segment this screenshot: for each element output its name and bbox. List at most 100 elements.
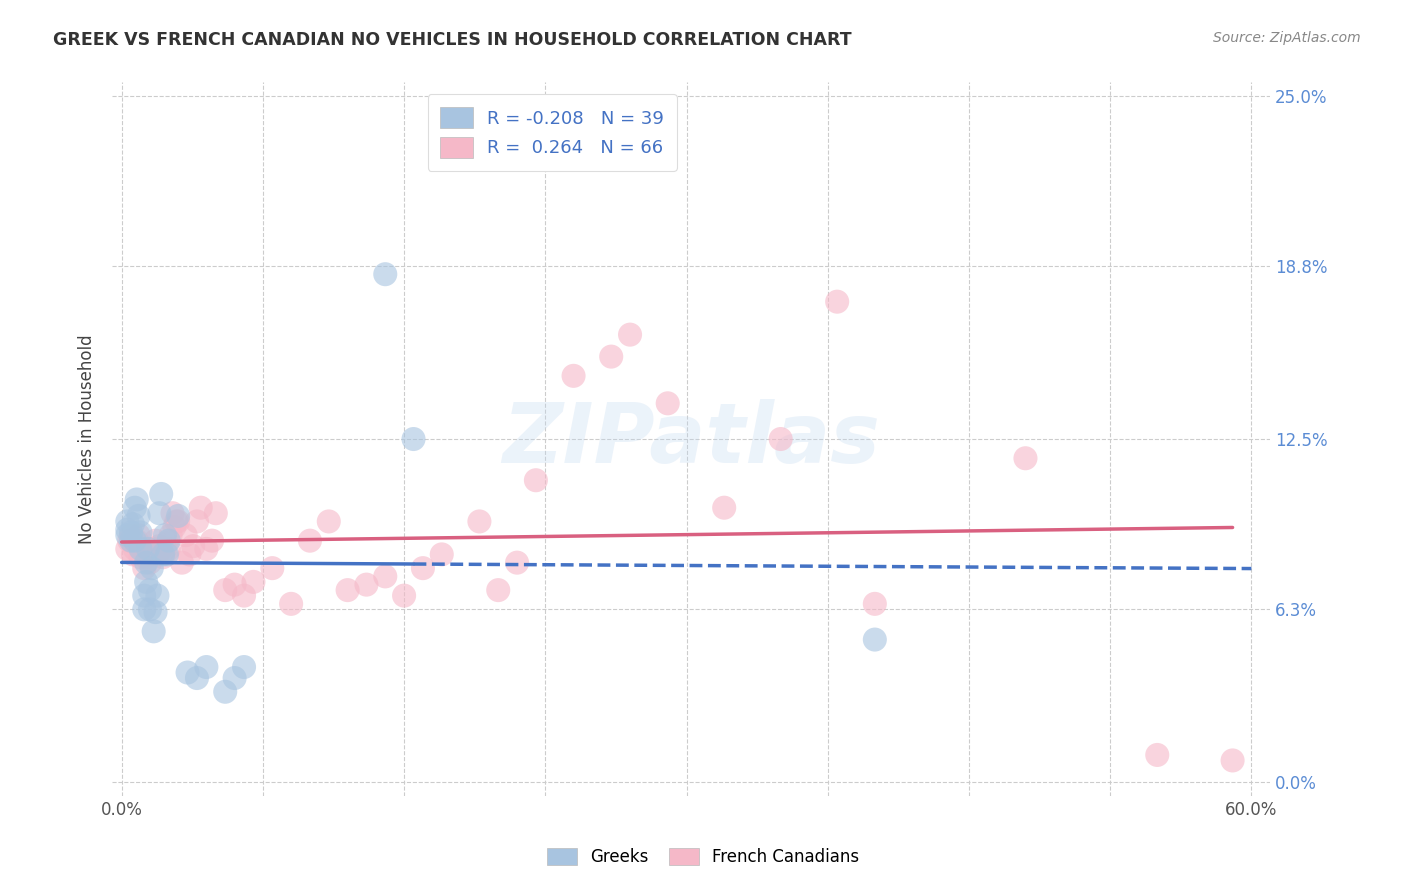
Point bbox=[135, 550, 157, 565]
Point bbox=[153, 541, 176, 556]
Legend: Greeks, French Canadians: Greeks, French Canadians bbox=[540, 841, 866, 873]
Point bbox=[146, 548, 169, 562]
Point bbox=[124, 541, 146, 556]
Point bbox=[148, 539, 170, 553]
Point bbox=[769, 432, 792, 446]
Point bbox=[159, 528, 181, 542]
Point bbox=[825, 294, 848, 309]
Point bbox=[122, 517, 145, 532]
Text: ZIPatlas: ZIPatlas bbox=[502, 399, 880, 480]
Point bbox=[214, 583, 236, 598]
Point bbox=[136, 541, 159, 556]
Point bbox=[157, 541, 180, 556]
Point bbox=[262, 561, 284, 575]
Point bbox=[392, 589, 415, 603]
Point bbox=[374, 267, 396, 281]
Point bbox=[201, 533, 224, 548]
Point bbox=[142, 624, 165, 639]
Point bbox=[486, 583, 509, 598]
Point bbox=[524, 473, 547, 487]
Point bbox=[117, 515, 139, 529]
Point bbox=[195, 541, 218, 556]
Point bbox=[146, 589, 169, 603]
Point bbox=[165, 515, 187, 529]
Point bbox=[117, 541, 139, 556]
Point bbox=[117, 528, 139, 542]
Point bbox=[134, 561, 156, 575]
Point bbox=[148, 506, 170, 520]
Point bbox=[402, 432, 425, 446]
Point bbox=[506, 556, 529, 570]
Point bbox=[145, 533, 167, 548]
Point bbox=[167, 515, 190, 529]
Point bbox=[153, 528, 176, 542]
Point bbox=[156, 536, 179, 550]
Point bbox=[135, 574, 157, 589]
Point bbox=[134, 589, 156, 603]
Point bbox=[179, 548, 201, 562]
Point bbox=[124, 533, 146, 548]
Point bbox=[139, 602, 162, 616]
Point bbox=[318, 515, 340, 529]
Point bbox=[142, 541, 165, 556]
Point bbox=[619, 327, 641, 342]
Point bbox=[863, 632, 886, 647]
Legend: R = -0.208   N = 39, R =  0.264   N = 66: R = -0.208 N = 39, R = 0.264 N = 66 bbox=[427, 95, 676, 170]
Point bbox=[162, 506, 184, 520]
Text: Source: ZipAtlas.com: Source: ZipAtlas.com bbox=[1213, 31, 1361, 45]
Point bbox=[118, 533, 141, 548]
Point bbox=[190, 500, 212, 515]
Text: GREEK VS FRENCH CANADIAN NO VEHICLES IN HOUSEHOLD CORRELATION CHART: GREEK VS FRENCH CANADIAN NO VEHICLES IN … bbox=[53, 31, 852, 49]
Point bbox=[129, 550, 152, 565]
Point bbox=[336, 583, 359, 598]
Point bbox=[195, 660, 218, 674]
Point bbox=[233, 589, 256, 603]
Point bbox=[152, 548, 174, 562]
Point bbox=[167, 508, 190, 523]
Point bbox=[150, 541, 173, 556]
Point bbox=[122, 548, 145, 562]
Point bbox=[242, 574, 264, 589]
Point bbox=[562, 368, 585, 383]
Point bbox=[224, 671, 246, 685]
Point bbox=[176, 665, 198, 680]
Point bbox=[863, 597, 886, 611]
Y-axis label: No Vehicles in Household: No Vehicles in Household bbox=[79, 334, 96, 544]
Point bbox=[1222, 754, 1244, 768]
Point bbox=[1146, 747, 1168, 762]
Point bbox=[214, 685, 236, 699]
Point bbox=[430, 548, 453, 562]
Point bbox=[186, 671, 208, 685]
Point bbox=[136, 541, 159, 556]
Point bbox=[131, 541, 153, 556]
Point bbox=[157, 533, 180, 548]
Point bbox=[129, 541, 152, 556]
Point bbox=[170, 556, 193, 570]
Point bbox=[124, 500, 146, 515]
Point bbox=[412, 561, 434, 575]
Point bbox=[356, 577, 378, 591]
Point bbox=[139, 583, 162, 598]
Point bbox=[233, 660, 256, 674]
Point bbox=[125, 492, 148, 507]
Point bbox=[134, 602, 156, 616]
Point bbox=[280, 597, 302, 611]
Point bbox=[186, 515, 208, 529]
Point bbox=[141, 561, 163, 575]
Point bbox=[129, 525, 152, 540]
Point bbox=[468, 515, 491, 529]
Point bbox=[135, 556, 157, 570]
Point bbox=[128, 528, 150, 542]
Point bbox=[128, 508, 150, 523]
Point bbox=[224, 577, 246, 591]
Point bbox=[141, 548, 163, 562]
Point bbox=[156, 548, 179, 562]
Point bbox=[139, 556, 162, 570]
Point bbox=[163, 520, 186, 534]
Point bbox=[204, 506, 226, 520]
Point bbox=[117, 523, 139, 537]
Point bbox=[374, 569, 396, 583]
Point bbox=[150, 487, 173, 501]
Point bbox=[120, 525, 142, 540]
Point bbox=[120, 528, 142, 542]
